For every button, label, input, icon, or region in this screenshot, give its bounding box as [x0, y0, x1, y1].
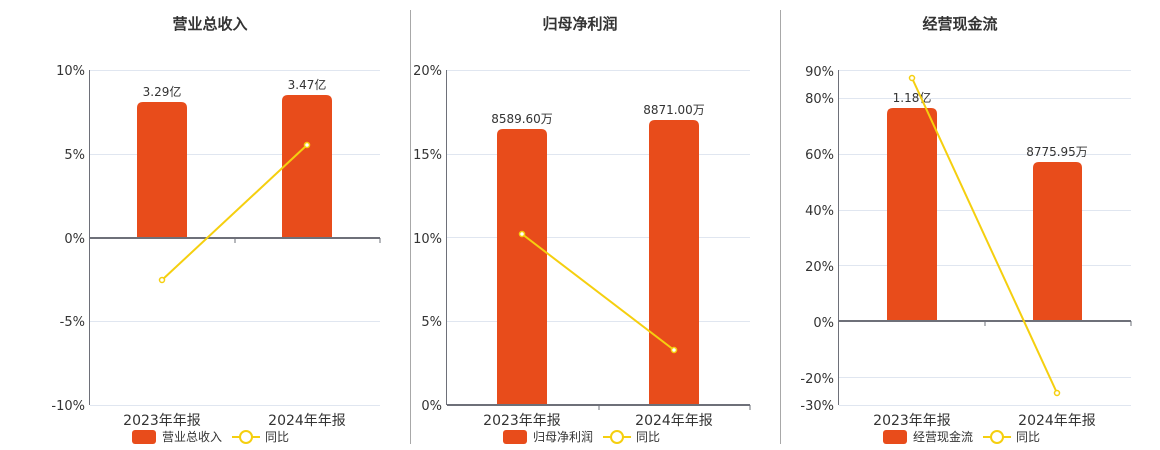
bar-2023[interactable] — [137, 102, 187, 238]
svg-text:20%: 20% — [413, 64, 442, 79]
chart-plot: 20% 15% 10% 5% 0% 8589.60万 8871.00万 2023… — [413, 64, 751, 429]
svg-text:10%: 10% — [413, 232, 442, 247]
chart-plot: 90% 80% 60% 40% 20% 0% -20% -30% 1.18亿 8… — [800, 65, 1132, 429]
yoy-point-2024[interactable] — [670, 346, 678, 354]
yoy-line — [911, 77, 1058, 394]
svg-text:0%: 0% — [813, 316, 834, 331]
svg-text:8871.00万: 8871.00万 — [643, 103, 705, 117]
yoy-line — [521, 233, 675, 351]
svg-text:-5%: -5% — [60, 315, 85, 330]
svg-text:10%: 10% — [56, 64, 85, 79]
yoy-point-2023[interactable] — [908, 74, 916, 82]
svg-text:0%: 0% — [421, 399, 442, 414]
svg-text:1.18亿: 1.18亿 — [893, 90, 932, 105]
chart-title: 营业总收入 — [172, 15, 248, 33]
svg-text:2023年年报: 2023年年报 — [483, 413, 561, 429]
bar-2024[interactable] — [1033, 162, 1082, 322]
svg-text:60%: 60% — [805, 148, 834, 163]
yoy-point-2024[interactable] — [303, 141, 311, 149]
yoy-line — [161, 144, 308, 281]
chart-title: 归母净利润 — [542, 15, 618, 33]
svg-text:40%: 40% — [805, 204, 834, 219]
legend-bar-swatch[interactable] — [132, 429, 156, 444]
bar-2024[interactable] — [282, 95, 332, 238]
bar-2024[interactable] — [649, 120, 699, 405]
svg-text:-10%: -10% — [51, 399, 85, 414]
yoy-point-2023[interactable] — [518, 230, 526, 238]
svg-text:2024年年报: 2024年年报 — [268, 413, 346, 429]
legend-bar-label[interactable]: 营业总收入 — [162, 430, 223, 444]
legend-bar-swatch[interactable] — [503, 429, 527, 444]
y-axis-ticks: 10% 5% 0% -5% -10% — [51, 64, 85, 414]
legend-bar-label[interactable]: 归母净利润 — [533, 430, 594, 444]
svg-text:2023年年报: 2023年年报 — [873, 413, 951, 429]
svg-text:3.29亿: 3.29亿 — [143, 84, 182, 99]
bar-2023[interactable] — [497, 129, 547, 405]
chart-panel-operating-cash-flow: 经营现金流 90% 80% 60% 40% 20% 0% -20% -30% — [781, 0, 1160, 450]
legend: 归母净利润 同比 — [503, 428, 660, 445]
grid-lines — [90, 70, 380, 406]
legend-line-icon[interactable] — [983, 429, 1012, 444]
legend-line-icon[interactable] — [232, 429, 261, 444]
svg-text:20%: 20% — [805, 260, 834, 275]
panel-divider — [780, 10, 781, 444]
yoy-point-2023[interactable] — [158, 276, 166, 284]
svg-text:-20%: -20% — [800, 372, 834, 387]
bar-value-labels: 3.29亿 3.47亿 — [143, 77, 327, 99]
svg-text:-30%: -30% — [800, 399, 834, 414]
svg-text:2024年年报: 2024年年报 — [635, 413, 713, 429]
chart-title: 经营现金流 — [922, 15, 998, 33]
chart-panel-revenue: 营业总收入 10% 5% 0% -5% -10% 3.29亿 3.47亿 — [0, 0, 410, 450]
svg-text:0%: 0% — [64, 232, 85, 247]
y-axis-ticks: 90% 80% 60% 40% 20% 0% -20% -30% — [800, 65, 834, 414]
legend-line-icon[interactable] — [603, 429, 632, 444]
legend-yoy-label[interactable]: 同比 — [1016, 430, 1041, 444]
chart-plot: 10% 5% 0% -5% -10% 3.29亿 3.47亿 2023年年报 2… — [51, 64, 381, 429]
svg-text:5%: 5% — [421, 315, 442, 330]
panel-divider — [410, 10, 411, 444]
x-axis-labels: 2023年年报 2024年年报 — [123, 413, 346, 429]
bar-2023[interactable] — [887, 108, 937, 322]
svg-text:8589.60万: 8589.60万 — [491, 112, 553, 126]
svg-text:8775.95万: 8775.95万 — [1026, 145, 1088, 159]
legend: 经营现金流 同比 — [883, 428, 1040, 445]
svg-text:2024年年报: 2024年年报 — [1018, 413, 1096, 429]
x-axis-labels: 2023年年报 2024年年报 — [483, 413, 713, 429]
legend-yoy-label[interactable]: 同比 — [265, 430, 290, 444]
chart-panel-net-profit: 归母净利润 20% 15% 10% 5% 0% 8589.60万 8871.00… — [411, 0, 781, 450]
legend-yoy-label[interactable]: 同比 — [636, 430, 661, 444]
svg-text:90%: 90% — [805, 65, 834, 80]
bar-value-labels: 8589.60万 8871.00万 — [491, 103, 705, 126]
yoy-point-2024[interactable] — [1053, 389, 1061, 397]
legend-bar-swatch[interactable] — [883, 429, 907, 444]
legend-bar-label[interactable]: 经营现金流 — [913, 430, 974, 444]
svg-text:15%: 15% — [413, 148, 442, 163]
y-axis-ticks: 20% 15% 10% 5% 0% — [413, 64, 442, 414]
x-axis-labels: 2023年年报 2024年年报 — [873, 413, 1096, 429]
svg-text:5%: 5% — [64, 148, 85, 163]
svg-text:3.47亿: 3.47亿 — [288, 77, 327, 92]
legend: 营业总收入 同比 — [132, 428, 289, 445]
svg-text:80%: 80% — [805, 92, 834, 107]
svg-text:2023年年报: 2023年年报 — [123, 413, 201, 429]
